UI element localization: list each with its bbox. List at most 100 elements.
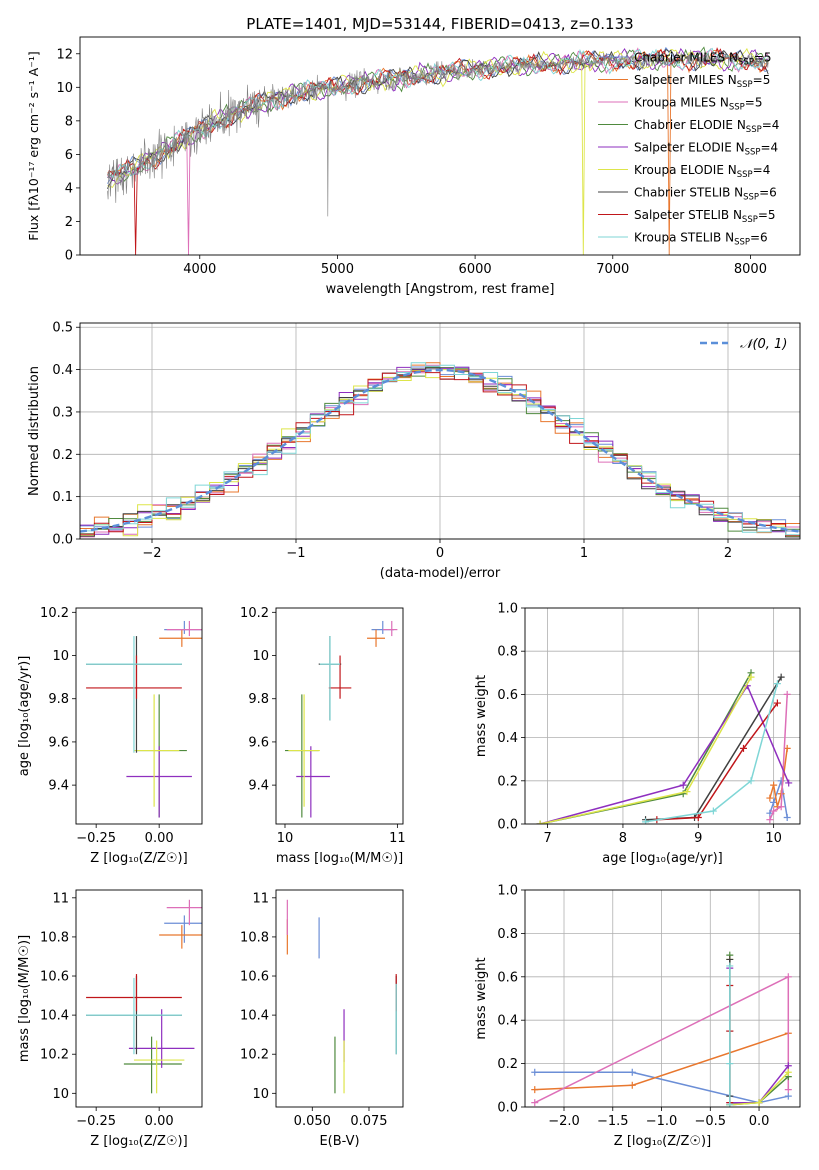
x-tick-label: −1.5 [597, 1114, 629, 1129]
spectrum-plot [107, 46, 769, 255]
legend-label: Kroupa MILES NSSP=5 [634, 96, 762, 113]
y-tick-label: 0.4 [52, 363, 73, 378]
mass-weight-marker [709, 807, 717, 815]
mass-weight-marker [773, 680, 781, 688]
y-tick-label: 0.0 [497, 1101, 518, 1116]
legend-label: Kroupa ELODIE NSSP=4 [634, 163, 770, 180]
x-tick-label: 9 [694, 831, 702, 846]
y-tick-label: 6 [65, 148, 73, 163]
y-tick-label: 10.2 [240, 1048, 269, 1063]
x-tick-label: −1 [286, 546, 305, 561]
y-tick-label: 10 [252, 1087, 269, 1102]
mass-weight-marker [642, 818, 650, 824]
x-tick-label: −0.25 [76, 831, 116, 846]
spectrum-panel: 4000 5000 6000 7000 8000 0 2 4 6 8 10 12 wavelength … [26, 36, 801, 297]
y-tick-label: 1.0 [497, 602, 518, 617]
mass-weight-line [534, 1071, 789, 1104]
y-tick-label: 1.0 [497, 884, 518, 899]
y-tick-label: 0.0 [497, 818, 518, 833]
y-tick-label: 10.4 [40, 1009, 69, 1024]
x-tick-label: 2 [724, 546, 732, 561]
y-tick-label: 10 [252, 649, 269, 664]
mass-weight-marker [531, 1099, 539, 1107]
age-vs-mass-panel: 10 11 9.4 9.6 9.8 10 10.2 mass [log₁₀(M/M☉)] [240, 606, 406, 866]
mass-weight-marker [531, 1086, 539, 1094]
axes-frame [275, 889, 404, 1108]
mass-weight-marker [766, 816, 774, 824]
mass-weight-marker [777, 803, 785, 811]
y-tick-label: 0.2 [52, 448, 73, 463]
y-tick-label: 0.1 [52, 490, 73, 505]
weight-vs-age-plot [536, 669, 793, 824]
mass-weight-marker [726, 962, 734, 970]
x-tick-label: 4000 [183, 262, 216, 277]
model-spectrum-line [107, 47, 769, 255]
y-tick-label: 10.8 [40, 930, 69, 945]
mass-weight-marker [784, 1092, 792, 1100]
y-tick-label: 0.0 [52, 533, 73, 548]
legend-label: Salpeter MILES NSSP=5 [634, 73, 770, 90]
mass-weight-line [645, 676, 782, 821]
y-tick-label: 0.8 [497, 645, 518, 660]
y-tick-label: 10.2 [240, 606, 269, 621]
mass-vs-ebv-panel: 0.050 0.075 10 10.2 10.4 10.6 10.8 11 E(B-V) [240, 889, 404, 1149]
x-axis-label: Z [log₁₀(Z/Z☉)] [90, 1134, 187, 1149]
x-tick-label: −2 [142, 546, 161, 561]
x-tick-label: 5000 [321, 262, 354, 277]
data-spectrum-line [107, 49, 769, 217]
mass-weight-marker [770, 781, 778, 789]
x-tick-label: 0.075 [350, 1114, 387, 1129]
y-tick-label: 9.8 [48, 692, 69, 707]
x-axis-label: age [log₁₀(age/yr)] [602, 851, 723, 866]
y-tick-label: 0.4 [497, 731, 518, 746]
mass-weight-marker [784, 973, 792, 981]
model-spectrum-line [107, 48, 769, 189]
weight-vs-Z-plot [531, 951, 792, 1107]
mass-weight-marker [755, 1099, 763, 1107]
mass-vs-Z-panel: −0.25 0.00 10 10.2 10.4 10.6 10.8 11 Z [log₁₀(Z/… [17, 889, 203, 1149]
legend-label: 𝒩(0, 1) [740, 337, 787, 352]
mass-weight-marker [785, 779, 793, 787]
x-tick-label: 10 [765, 831, 782, 846]
y-tick-label: 0.2 [497, 774, 518, 789]
x-axis-label: Z [log₁₀(Z/Z☉)] [614, 1134, 711, 1149]
figure-title: PLATE=1401, MJD=53144, FIBERID=0413, z=0… [246, 15, 633, 33]
y-tick-label: 10.2 [40, 606, 69, 621]
y-tick-label: 9.4 [248, 779, 269, 794]
y-tick-label: 10 [56, 81, 73, 96]
y-tick-label: 0.3 [52, 405, 73, 420]
x-tick-label: 7 [543, 831, 551, 846]
residuals-plot [80, 362, 800, 538]
legend-label: Kroupa STELIB NSSP=6 [634, 231, 768, 248]
y-tick-label: 0 [65, 249, 73, 264]
mass-weight-line [769, 780, 788, 818]
mass-weight-marker [777, 673, 785, 681]
x-axis-label: Z [log₁₀(Z/Z☉)] [90, 851, 187, 866]
age-vs-Z-panel: −0.25 0.00 9.4 9.6 9.8 10 10.2 Z [log₁₀(Z/Z☉)] a… [17, 606, 203, 866]
x-tick-label: 8000 [734, 262, 767, 277]
y-tick-label: 0.8 [497, 927, 518, 942]
mass-weight-marker [726, 1060, 734, 1068]
x-axis-label: mass [log₁₀(M/M☉)] [276, 851, 403, 866]
x-tick-label: 0.00 [145, 831, 174, 846]
mass-weight-marker [773, 699, 781, 707]
x-tick-label: 1 [580, 546, 588, 561]
mass-weight-marker [747, 673, 755, 681]
y-axis-label: mass [log₁₀(M/M☉)] [17, 935, 32, 1062]
age-vs-Z-plot [86, 620, 202, 818]
y-tick-label: 0.6 [497, 688, 518, 703]
x-tick-label: 0.050 [294, 1114, 331, 1129]
y-tick-label: 4 [65, 181, 73, 196]
mass-weight-line [539, 684, 790, 824]
y-tick-label: 10 [52, 1087, 69, 1102]
mass-weight-marker [628, 1068, 636, 1076]
model-spectrum-line [107, 47, 769, 255]
x-tick-label: 10 [277, 831, 294, 846]
mass-weight-line [656, 702, 779, 821]
mass-weight-marker [683, 788, 691, 796]
x-tick-label: 6000 [459, 262, 492, 277]
mass-vs-ebv-plot [286, 899, 397, 1094]
mass-weight-marker [531, 1068, 539, 1076]
mass-weight-marker [770, 807, 778, 815]
y-tick-label: 0.4 [497, 1014, 518, 1029]
